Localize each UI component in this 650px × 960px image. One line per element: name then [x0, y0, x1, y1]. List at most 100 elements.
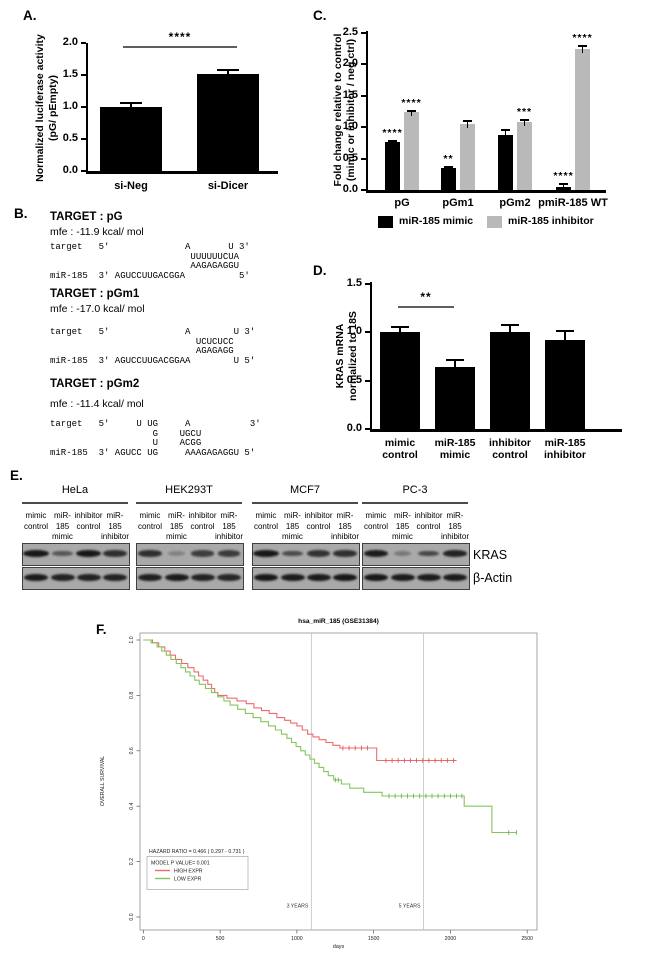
error-bar-si-Dicer — [227, 69, 229, 78]
lane-label-HEK293T-inhibitor-control: inhibitor control — [188, 511, 218, 532]
plot-title: hsa_miR_185 (GSE31384) — [298, 618, 379, 625]
x-category-label-line: control — [492, 449, 528, 461]
error-cap-pGm2-miR-185 inhibitor — [520, 118, 529, 121]
lane-label-HeLa-miR-185-mimic: miR-185 mimic — [48, 511, 78, 543]
lane-label-HeLa-miR-185-inhibitor: miR-185 inhibitor — [100, 511, 130, 543]
panel-d-x-axis — [370, 429, 622, 432]
band-kras-PC-3-lane1 — [363, 550, 389, 557]
panel-d-y-tick — [365, 282, 370, 285]
lane-label-line: control — [363, 521, 388, 531]
panel-c-y-tick-label: 2.5 — [342, 26, 358, 38]
blot-actin-HeLa — [22, 567, 130, 590]
x-tick-label: 1500 — [368, 936, 380, 942]
x-category-label-pGm2: pGm2 — [499, 197, 531, 209]
bar-si-Neg — [100, 107, 162, 171]
error-bar-pGm2-miR-185 mimic — [504, 129, 507, 139]
bar-pG-miR-185 mimic — [385, 142, 400, 190]
band-kras-HEK293T-lane1 — [138, 550, 162, 557]
lane-label-line: control — [76, 521, 101, 531]
lane-label-MCF7-miR-185-mimic: miR-185 mimic — [278, 511, 308, 543]
error-bar-pGm1-miR-185 mimic — [447, 166, 450, 172]
lane-label-line: inhibitor — [100, 532, 129, 541]
band-kras-MCF7-lane3 — [306, 550, 331, 557]
panel-c-label: C. — [313, 8, 327, 23]
panel-a-y-tick-label: 0.5 — [62, 132, 78, 144]
band-actin-MCF7-lane2 — [280, 573, 305, 582]
error-bar-pmiR-185 WT-miR-185 inhibitor — [581, 45, 584, 54]
lane-label-line: miR-185 — [284, 511, 301, 531]
bar-inhibitor control — [490, 332, 530, 429]
blot-kras-HEK293T — [136, 543, 244, 566]
panel-a-significance-line — [123, 46, 237, 48]
x-category-label-si-Neg: si-Neg — [114, 180, 148, 192]
error-bar-pGm2-miR-185 inhibitor — [523, 119, 526, 126]
significance-pGm2-miR-185 inhibitor: *** — [516, 105, 533, 118]
significance-pmiR-185 WT-miR-185 mimic: **** — [553, 170, 574, 183]
panel-c-y-tick-label: 0.0 — [342, 183, 358, 195]
band-actin-PC-3-lane3 — [416, 573, 441, 582]
panel-d-significance-line — [398, 306, 454, 308]
band-actin-HeLa-lane3 — [76, 573, 101, 582]
band-kras-HEK293T-lane3 — [191, 550, 214, 557]
lane-label-line: mimic — [392, 532, 413, 541]
survival-curve-low-expr — [143, 639, 517, 834]
legend-swatch-mimic — [378, 216, 393, 228]
bar-mimic control — [380, 332, 420, 429]
lane-label-line: miR-185 — [106, 511, 124, 531]
x-category-label-line: control — [382, 449, 418, 461]
band-actin-HeLa-lane4 — [103, 573, 127, 582]
error-cap-miR-185 mimic — [446, 358, 464, 361]
band-actin-HEK293T-lane4 — [217, 573, 241, 582]
error-cap-miR-185 inhibitor — [556, 330, 574, 333]
panel-a-y-tick — [81, 106, 86, 108]
band-actin-HeLa-lane1 — [24, 573, 48, 582]
band-kras-HeLa-lane2 — [52, 550, 73, 557]
error-cap-pG-miR-185 mimic — [388, 139, 397, 142]
target-pgm2-title: TARGET : pGm2 — [50, 378, 140, 390]
blot-kras-PC-3 — [362, 543, 470, 566]
blot-actin-PC-3 — [362, 567, 470, 590]
model-p-value-text: MODEL P VALUE= 0.001 — [151, 861, 210, 867]
lane-label-PC-3-inhibitor-control: inhibitor control — [414, 511, 444, 532]
cell-line-header-underline-MCF7 — [252, 502, 358, 504]
x-category-label-line: inhibitor — [489, 437, 531, 449]
band-actin-HEK293T-lane3 — [190, 573, 215, 582]
panel-a-y-tick — [81, 170, 86, 172]
panel-d-significance-stars: ** — [420, 290, 432, 304]
bar-pmiR-185 WT-miR-185 inhibitor — [575, 49, 590, 190]
x-category-label-inhibitor control: inhibitor control — [470, 437, 550, 461]
panel-d-y-tick-label: 1.5 — [346, 276, 362, 289]
panel-c-y-tick — [361, 189, 366, 191]
legend-box — [146, 856, 249, 890]
y-tick-label: 1.0 — [129, 636, 135, 643]
x-tick-label: 500 — [216, 936, 225, 942]
cell-line-header-underline-HEK293T — [136, 502, 242, 504]
panel-d-y-tick-label: 0.5 — [346, 373, 362, 386]
bar-pGm2-miR-185 mimic — [498, 134, 513, 190]
lane-label-line: miR-185 — [336, 511, 354, 531]
panel-d-y-tick — [365, 379, 370, 382]
band-actin-PC-3-lane4 — [443, 573, 467, 582]
x-category-label-line: mimic — [384, 437, 416, 449]
band-kras-MCF7-lane1 — [253, 550, 279, 557]
x-category-label-line: miR-185 — [544, 437, 586, 449]
band-kras-HeLa-lane3 — [75, 550, 102, 557]
year-line-label: 5 YEARS — [399, 904, 421, 910]
band-actin-MCF7-lane1 — [254, 573, 278, 582]
band-actin-MCF7-lane4 — [333, 573, 357, 582]
x-category-label-line: inhibitor — [544, 449, 586, 461]
panel-c-y-tick — [361, 126, 366, 129]
panel-c-y-tick — [361, 157, 366, 160]
lane-label-PC-3-mimic-control: mimic control — [361, 511, 391, 532]
error-cap-pG-miR-185 inhibitor — [407, 110, 416, 113]
band-actin-PC-3-lane1 — [364, 573, 388, 582]
significance-pG-miR-185 inhibitor: **** — [401, 97, 422, 110]
blot-row-label-kras: KRAS — [473, 548, 508, 562]
lane-label-line: control — [416, 521, 441, 531]
lane-label-line: inhibitor — [330, 532, 359, 541]
bar-pGm1-miR-185 inhibitor — [460, 124, 475, 190]
plot-border — [139, 632, 538, 931]
legend-label-mimic: miR-185 mimic — [399, 215, 474, 227]
error-bar-mimic control — [399, 326, 401, 337]
